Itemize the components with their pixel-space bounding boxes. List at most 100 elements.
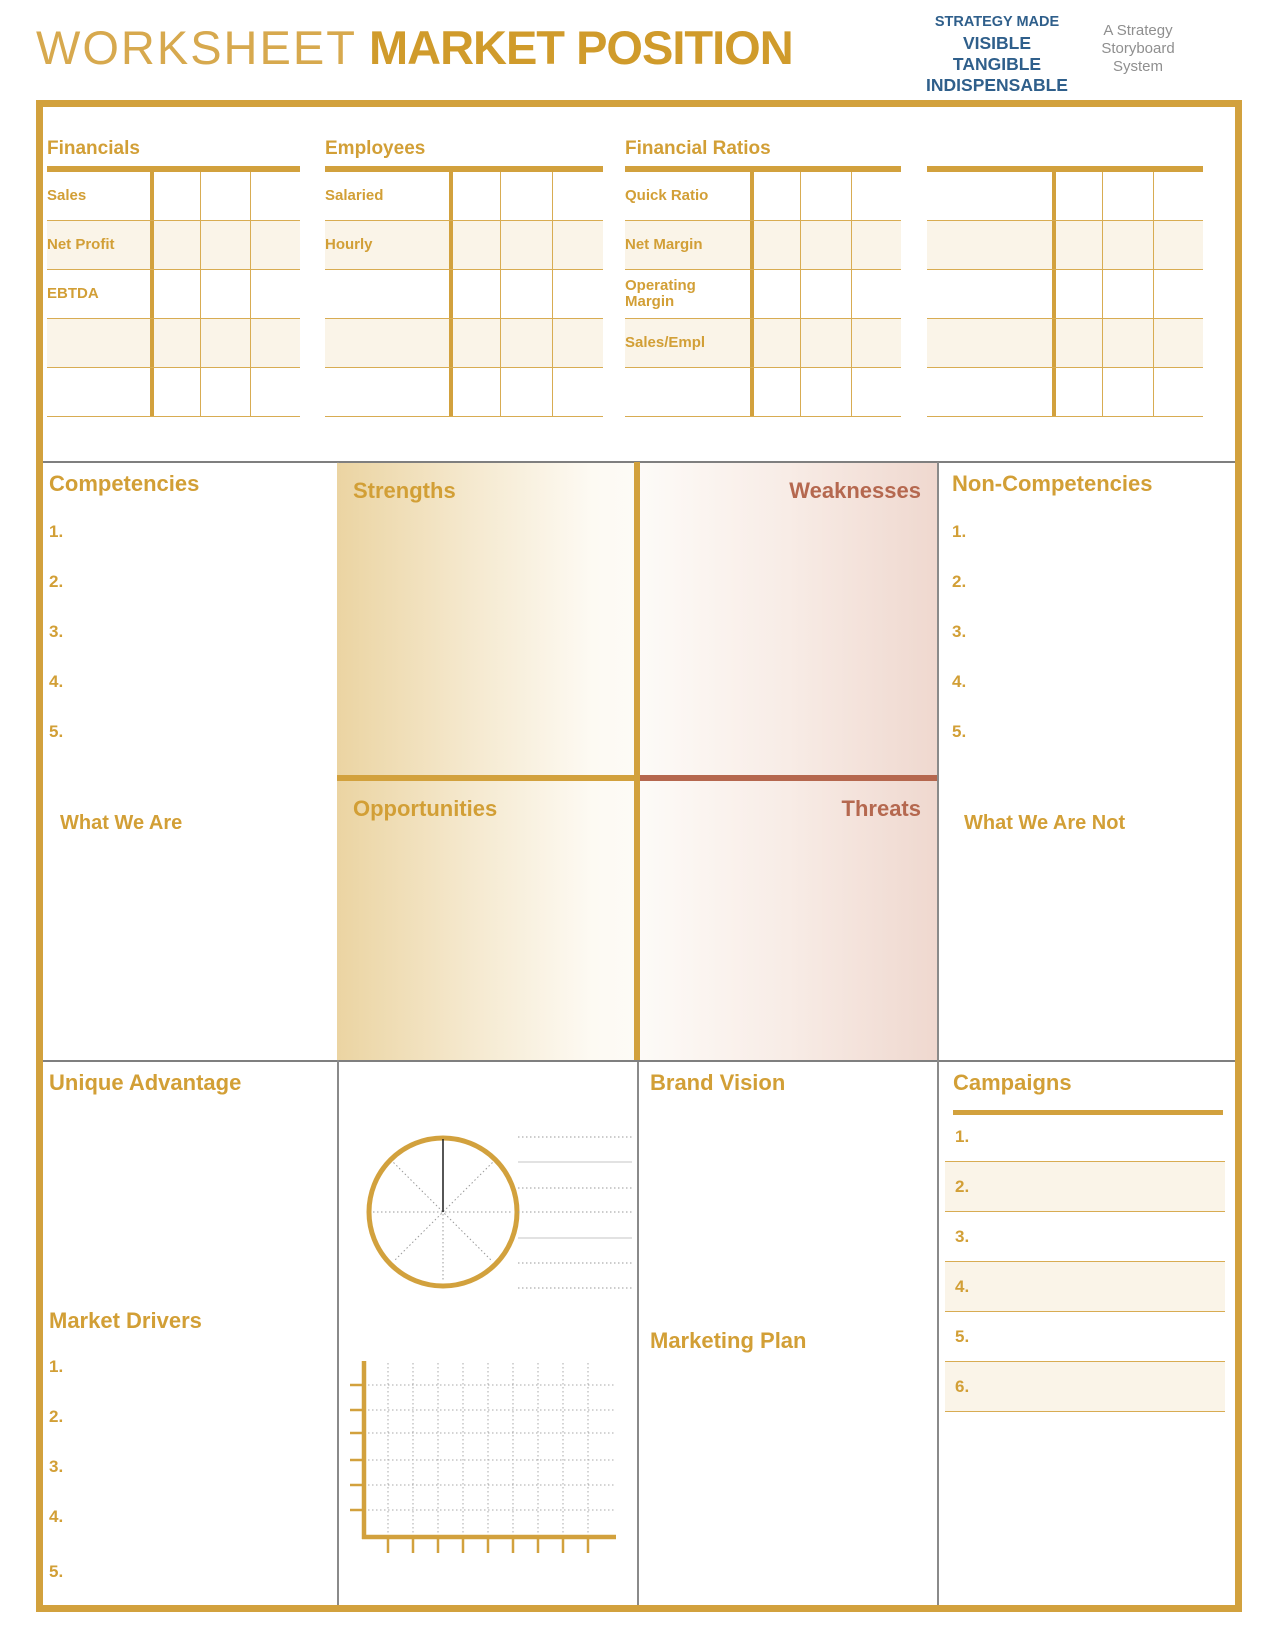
fill-cell[interactable] <box>850 270 901 318</box>
fill-cell[interactable] <box>1102 221 1152 269</box>
non-competencies-panel[interactable]: Non-Competencies 1. 2. 3. 4. 5. What We … <box>939 463 1235 1060</box>
fill-cell[interactable] <box>150 270 200 318</box>
fill-cell[interactable] <box>1102 172 1152 220</box>
campaign-row[interactable]: 6. <box>945 1362 1225 1412</box>
fill-cell[interactable] <box>200 368 250 416</box>
fill-cell[interactable] <box>150 172 200 220</box>
fill-cell[interactable] <box>750 319 800 367</box>
fill-cell[interactable] <box>800 221 850 269</box>
fill-cell[interactable] <box>1152 368 1203 416</box>
campaign-row[interactable]: 5. <box>945 1312 1225 1362</box>
fill-cell[interactable] <box>500 172 551 220</box>
brand-vision-title: Brand Vision <box>650 1070 786 1095</box>
fill-cell[interactable] <box>250 172 300 220</box>
fill-cell[interactable] <box>150 368 200 416</box>
fill-cell[interactable] <box>800 368 850 416</box>
fill-cell[interactable] <box>551 172 603 220</box>
fill-cell[interactable] <box>800 270 850 318</box>
fill-cell[interactable] <box>1052 270 1102 318</box>
fill-cell[interactable] <box>500 368 551 416</box>
fill-cell[interactable] <box>1152 221 1203 269</box>
fill-cell[interactable] <box>1052 368 1102 416</box>
threats-quadrant[interactable]: Threats <box>637 781 937 1060</box>
fill-cell[interactable] <box>551 270 603 318</box>
fill-cell[interactable] <box>449 221 500 269</box>
competencies-panel[interactable]: Competencies 1. 2. 3. 4. 5. What We Are <box>43 463 337 1060</box>
table-header-bar <box>625 166 901 172</box>
fill-cell[interactable] <box>850 319 901 367</box>
fill-cell[interactable] <box>1102 368 1152 416</box>
fill-cell[interactable] <box>500 221 551 269</box>
list-item: 5. <box>49 722 64 741</box>
fill-cell[interactable] <box>250 221 300 269</box>
list-item: 3. <box>955 1226 970 1246</box>
list-item: 6. <box>955 1376 970 1396</box>
financials-table: Financials Sales Net Profit EBTDA <box>47 138 300 417</box>
fill-cell[interactable] <box>200 319 250 367</box>
strengths-title: Strengths <box>353 478 456 503</box>
table-row <box>927 319 1203 368</box>
fill-cell[interactable] <box>800 172 850 220</box>
fill-cell[interactable] <box>250 319 300 367</box>
fill-cell[interactable] <box>750 368 800 416</box>
fill-cell[interactable] <box>500 270 551 318</box>
fill-cell[interactable] <box>150 221 200 269</box>
fill-cell[interactable] <box>750 221 800 269</box>
fill-cell[interactable] <box>449 270 500 318</box>
fill-cell[interactable] <box>449 368 500 416</box>
fill-cell[interactable] <box>551 221 603 269</box>
fill-cell[interactable] <box>850 368 901 416</box>
list-item: 5. <box>49 1562 64 1581</box>
worksheet-border <box>36 100 1242 1612</box>
brand-vision-panel[interactable]: Brand Vision Marketing Plan <box>639 1062 935 1605</box>
list-item: 1. <box>49 522 64 541</box>
fill-cell[interactable] <box>1052 221 1102 269</box>
brand-block: A Strategy Storyboard System <box>1096 22 1180 76</box>
fill-cell[interactable] <box>800 319 850 367</box>
campaigns-panel: Campaigns 1. 2. 3. 4. 5. 6. <box>939 1062 1235 1605</box>
competencies-title: Competencies <box>49 471 200 496</box>
fill-cell[interactable] <box>551 368 603 416</box>
fill-cell[interactable] <box>200 172 250 220</box>
fill-cell[interactable] <box>200 221 250 269</box>
fill-cell[interactable] <box>449 172 500 220</box>
table-row <box>325 368 603 417</box>
fill-cell[interactable] <box>750 270 800 318</box>
fill-cell[interactable] <box>1152 319 1203 367</box>
row-label: Sales <box>47 187 87 205</box>
fill-cell[interactable] <box>250 270 300 318</box>
fill-cell[interactable] <box>1152 172 1203 220</box>
row-label: Sales/Empl <box>625 334 706 352</box>
fill-cell[interactable] <box>500 319 551 367</box>
fill-cell[interactable] <box>750 172 800 220</box>
table-row: Operating Margin <box>625 270 901 319</box>
fill-cell[interactable] <box>850 172 901 220</box>
fill-cell[interactable] <box>850 221 901 269</box>
row-label <box>927 270 1052 318</box>
fill-cell[interactable] <box>250 368 300 416</box>
row-label <box>927 319 1052 367</box>
fill-cell[interactable] <box>1102 270 1152 318</box>
fill-cell[interactable] <box>1052 319 1102 367</box>
opportunities-quadrant[interactable]: Opportunities <box>337 781 637 1060</box>
fill-cell[interactable] <box>1152 270 1203 318</box>
table-row <box>927 172 1203 221</box>
campaign-row[interactable]: 1. <box>945 1112 1225 1162</box>
weaknesses-quadrant[interactable]: Weaknesses <box>637 463 937 775</box>
fill-cell[interactable] <box>200 270 250 318</box>
graph-grid-template <box>350 1361 616 1553</box>
fill-cell[interactable] <box>1052 172 1102 220</box>
list-item: 2. <box>49 572 64 591</box>
campaign-row[interactable]: 2. <box>945 1162 1225 1212</box>
campaign-row[interactable]: 3. <box>945 1212 1225 1262</box>
fill-cell[interactable] <box>551 319 603 367</box>
fill-cell[interactable] <box>150 319 200 367</box>
fill-cell[interactable] <box>449 319 500 367</box>
strengths-quadrant[interactable]: Strengths <box>337 463 637 775</box>
unique-advantage-panel[interactable]: Unique Advantage Market Drivers 1. 2. 3.… <box>43 1062 337 1605</box>
fill-cell[interactable] <box>1102 319 1152 367</box>
campaign-row[interactable]: 4. <box>945 1262 1225 1312</box>
table-header-bar <box>325 166 603 172</box>
opportunities-title: Opportunities <box>353 796 498 821</box>
list-item: 4. <box>49 672 64 691</box>
